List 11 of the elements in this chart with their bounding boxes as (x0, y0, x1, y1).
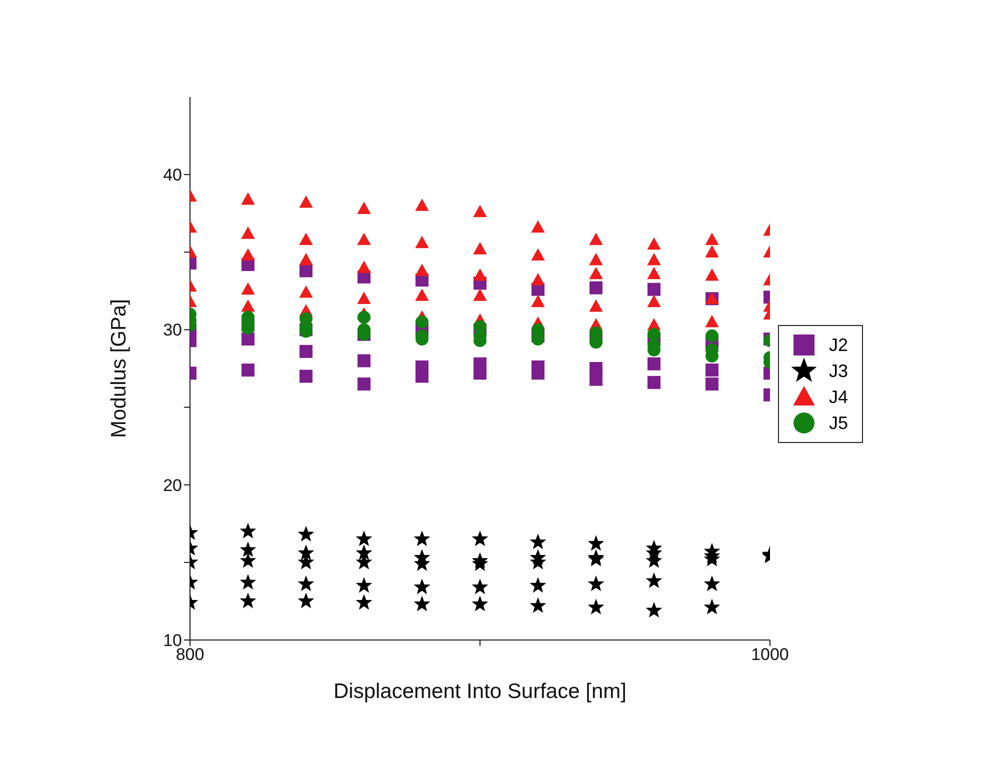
legend-label: J2 (828, 334, 848, 356)
y-tick-label: 20 (163, 476, 182, 495)
legend-label: J5 (828, 412, 848, 434)
legend-label: J3 (828, 360, 848, 382)
x-axis-title: Displacement Into Surface [nm] (334, 680, 626, 703)
legend-label: J4 (828, 386, 848, 408)
x-tick-label: 800 (176, 645, 204, 664)
x-tick-label: 1000 (751, 645, 789, 664)
y-tick-label: 30 (163, 320, 182, 340)
y-axis-title: Modulus [GPa] (107, 299, 130, 438)
y-tick-label: 40 (163, 166, 182, 185)
